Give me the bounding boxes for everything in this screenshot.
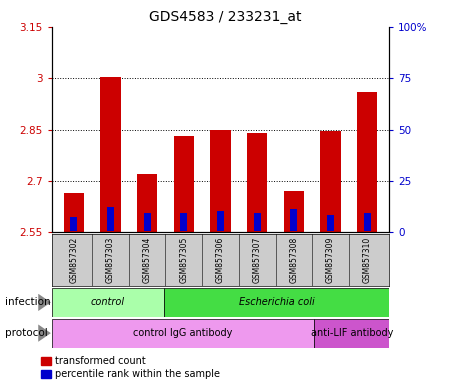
Polygon shape — [38, 294, 51, 311]
Bar — [180, 213, 187, 231]
Bar — [284, 191, 304, 232]
Bar — [320, 131, 341, 232]
Bar — [327, 215, 334, 231]
Bar — [357, 92, 378, 232]
Bar — [137, 174, 157, 232]
Bar — [217, 211, 224, 231]
Bar — [174, 136, 194, 232]
Bar — [144, 213, 151, 231]
Bar — [63, 193, 84, 232]
Text: GSM857303: GSM857303 — [106, 237, 115, 283]
Text: protocol: protocol — [4, 328, 47, 338]
Text: control IgG antibody: control IgG antibody — [133, 328, 233, 338]
Bar — [107, 207, 114, 231]
Bar — [254, 213, 261, 231]
Text: GSM857307: GSM857307 — [253, 237, 262, 283]
Text: GSM857309: GSM857309 — [326, 237, 335, 283]
Bar — [52, 319, 314, 348]
Bar — [314, 319, 389, 348]
Text: GDS4583 / 233231_at: GDS4583 / 233231_at — [149, 10, 301, 23]
Bar — [290, 209, 297, 231]
Bar — [164, 288, 389, 317]
Text: GSM857306: GSM857306 — [216, 237, 225, 283]
Legend: transformed count, percentile rank within the sample: transformed count, percentile rank withi… — [41, 356, 220, 379]
Text: GSM857308: GSM857308 — [289, 237, 298, 283]
Bar — [70, 217, 77, 231]
Text: Escherichia coli: Escherichia coli — [239, 297, 315, 308]
Polygon shape — [38, 324, 51, 342]
Text: infection: infection — [4, 297, 50, 308]
Bar — [211, 129, 230, 232]
Bar — [247, 133, 267, 232]
Text: GSM857304: GSM857304 — [143, 237, 152, 283]
Text: GSM857305: GSM857305 — [179, 237, 188, 283]
Bar — [364, 213, 371, 231]
Text: control: control — [91, 297, 125, 308]
Text: GSM857310: GSM857310 — [363, 237, 372, 283]
Text: GSM857302: GSM857302 — [69, 237, 78, 283]
Bar — [52, 288, 164, 317]
Bar — [100, 76, 121, 232]
Text: anti-LIF antibody: anti-LIF antibody — [310, 328, 393, 338]
